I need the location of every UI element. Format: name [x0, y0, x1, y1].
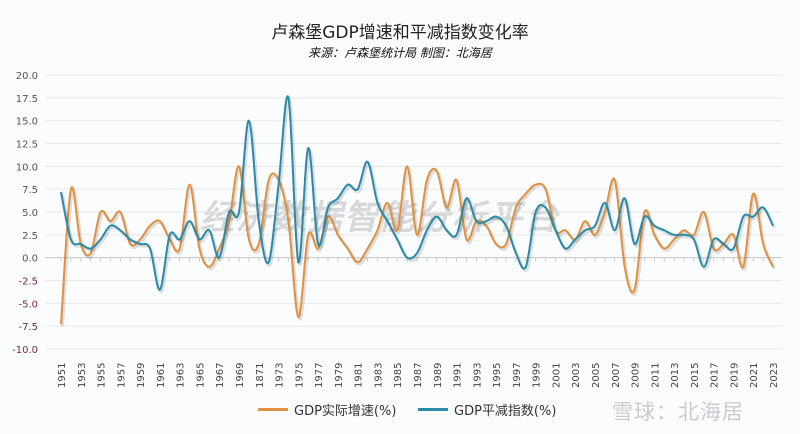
x-tick-label: 1957 [116, 363, 127, 388]
x-tick-label: 1973 [275, 363, 286, 388]
x-tick-label: 1997 [512, 363, 523, 388]
x-tick-label: 1953 [77, 363, 88, 388]
x-tick-label: 1967 [215, 363, 226, 388]
x-tick-label: 2001 [551, 363, 562, 388]
x-tick-label: 2007 [611, 363, 622, 388]
x-tick-label: 1991 [453, 363, 464, 388]
x-tick-label: 2013 [670, 363, 681, 388]
y-tick-label: 7.5 [22, 185, 38, 196]
x-tick-label: 1983 [373, 363, 384, 388]
x-tick-label: 1965 [195, 363, 206, 388]
x-tick-label: 1993 [472, 363, 483, 388]
y-tick-label: 2.5 [22, 231, 38, 242]
y-tick-label: -5.0 [18, 299, 38, 310]
x-tick-label: 1989 [433, 363, 444, 388]
chart-subtitle: 来源：卢森堡统计局 制图：北海居 [308, 46, 492, 60]
x-tick-label: 1955 [97, 363, 108, 388]
x-tick-label: 2011 [650, 363, 661, 388]
x-tick-label: 2019 [729, 363, 740, 388]
y-tick-label: -2.5 [18, 277, 38, 288]
x-tick-label: 1999 [532, 363, 543, 388]
x-tick-label: 2017 [710, 363, 721, 388]
y-tick-label: 10.0 [16, 162, 38, 173]
series-line-gdp-growth [60, 165, 774, 325]
x-tick-label: 1951 [57, 363, 68, 388]
legend-label: GDP平减指数(%) [454, 404, 557, 419]
x-tick-label: 1995 [492, 363, 503, 388]
x-tick-label: 1969 [235, 363, 246, 388]
x-tick-label: 1975 [294, 363, 305, 388]
x-tick-label: 2015 [690, 363, 701, 388]
x-tick-label: 1961 [156, 363, 167, 388]
y-tick-label: 20.0 [16, 71, 38, 82]
y-tick-label: -7.5 [18, 322, 38, 333]
y-tick-label: 12.5 [16, 140, 38, 151]
x-tick-label: 1981 [354, 363, 365, 388]
legend-label: GDP实际增速(%) [294, 404, 397, 419]
chart-title: 卢森堡GDP增速和平减指数变化率 [271, 23, 529, 43]
x-tick-label: 2005 [591, 363, 602, 388]
watermark-corner: 雪球：北海居 [612, 400, 744, 424]
x-tick-label: 1959 [136, 363, 147, 388]
y-tick-label: 0.0 [22, 254, 38, 265]
legend-item-deflator: GDP平减指数(%) [418, 400, 556, 419]
x-tick-label: 1979 [334, 363, 345, 388]
x-tick-label: 2021 [749, 363, 760, 388]
legend-swatch-orange [258, 408, 288, 411]
x-tick-label: 1963 [176, 363, 187, 388]
x-tick-label: 2003 [571, 363, 582, 388]
y-tick-label: 5.0 [22, 208, 38, 219]
series-shadow [61, 96, 776, 294]
x-tick-label: 1977 [314, 363, 325, 388]
y-tick-label: 15.0 [16, 117, 38, 128]
x-tick-label: 2009 [631, 363, 642, 388]
y-tick-label: 17.5 [16, 94, 38, 105]
x-tick-label: 1871 [255, 363, 266, 388]
legend-item-gdp-growth: GDP实际增速(%) [258, 400, 396, 419]
legend-swatch-teal [418, 408, 448, 411]
x-tick-label: 1987 [413, 363, 424, 388]
x-tick-label: 2023 [769, 363, 780, 388]
x-tick-label: 1985 [393, 363, 404, 388]
y-tick-label: -10.0 [12, 345, 38, 356]
